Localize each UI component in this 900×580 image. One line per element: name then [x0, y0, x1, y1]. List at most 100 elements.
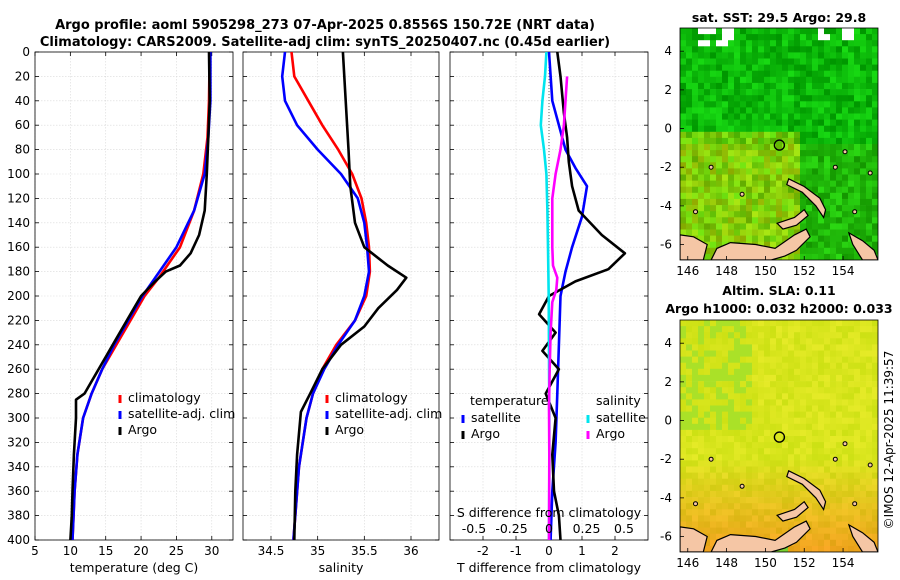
heatmap-cell	[686, 393, 693, 400]
heatmap-cell	[722, 235, 729, 243]
heatmap-cell	[788, 381, 795, 388]
heatmap-cell	[872, 436, 878, 443]
heatmap-cell	[848, 150, 855, 157]
heatmap-cell	[716, 46, 723, 53]
heatmap-cell	[872, 503, 878, 510]
heatmap-cell	[770, 527, 777, 535]
heatmap-cell	[854, 192, 861, 200]
heatmap-cell	[824, 423, 831, 431]
heatmap-cell	[776, 454, 783, 461]
heatmap-cell	[740, 101, 747, 108]
heatmap-cell	[716, 211, 723, 218]
heatmap-cell	[788, 125, 795, 133]
heatmap-cell	[842, 466, 849, 473]
heatmap-cell	[752, 478, 759, 486]
heatmap-cell	[734, 497, 741, 504]
heatmap-cell	[812, 387, 819, 394]
heatmap-cell	[734, 527, 741, 535]
heatmap-cell	[818, 533, 825, 541]
heatmap-cell	[746, 150, 753, 157]
heatmap-cell	[818, 119, 825, 127]
heatmap-cell	[776, 332, 783, 339]
heatmap-cell	[680, 466, 687, 473]
heatmap-cell	[686, 192, 693, 200]
heatmap-cell	[806, 180, 813, 188]
heatmap-cell	[698, 460, 705, 467]
heatmap-cell	[836, 205, 843, 212]
heatmap-cell	[776, 417, 783, 425]
heatmap-cell	[710, 64, 717, 72]
heatmap-cell	[854, 454, 861, 461]
heatmap-cell	[734, 174, 741, 181]
heatmap-cell	[824, 150, 831, 157]
heatmap-cell	[800, 156, 807, 163]
salinity-panel: 34.5 35 35.5 36salinityclimatologysatellite…	[242, 51, 442, 575]
heatmap-cell	[728, 399, 735, 406]
heatmap-cell	[752, 229, 759, 236]
heatmap-cell	[704, 211, 711, 218]
x-tick-label: 146	[676, 556, 699, 570]
heatmap-cell	[746, 381, 753, 388]
heatmap-cell	[746, 515, 753, 522]
heatmap-cell	[788, 198, 795, 206]
heatmap-cell	[866, 350, 873, 357]
heatmap-cell	[818, 192, 825, 200]
heatmap-cell	[740, 89, 747, 96]
heatmap-cell	[818, 362, 825, 370]
x-tick-label: 5	[31, 544, 39, 558]
heatmap-cell	[818, 76, 825, 84]
heatmap-cell	[860, 478, 867, 486]
heatmap-cell	[842, 40, 849, 47]
heatmap-cell	[728, 186, 735, 194]
heatmap-cell	[788, 545, 795, 552]
heatmap-cell	[686, 28, 693, 35]
heatmap-cell	[776, 509, 783, 516]
heatmap-cell	[770, 162, 777, 169]
heatmap-cell	[728, 460, 735, 467]
heatmap-cell	[782, 423, 789, 431]
heatmap-cell	[710, 174, 717, 181]
heatmap-cell	[794, 101, 801, 108]
heatmap-cell	[872, 490, 878, 498]
heatmap-cell	[812, 144, 819, 151]
heatmap-cell	[812, 356, 819, 364]
heatmap-cell	[842, 89, 849, 96]
heatmap-cell	[728, 423, 735, 431]
heatmap-cell	[758, 405, 765, 412]
heatmap-cell	[854, 423, 861, 431]
heatmap-cell	[764, 374, 771, 382]
heatmap-cell	[734, 381, 741, 388]
heatmap-cell	[698, 466, 705, 473]
heatmap-cell	[842, 174, 849, 181]
heatmap-cell	[704, 168, 711, 175]
heatmap-cell	[830, 217, 837, 224]
heatmap-cell	[716, 527, 723, 535]
heatmap-cell	[680, 107, 687, 114]
heatmap-cell	[692, 429, 699, 437]
heatmap-cell	[734, 137, 741, 145]
heatmap-cell	[818, 174, 825, 181]
heatmap-cell	[716, 131, 723, 139]
heatmap-cell	[680, 436, 687, 443]
x-tick-label: 146	[676, 264, 699, 278]
heatmap-cell	[728, 362, 735, 370]
heatmap-cell	[818, 387, 825, 394]
heatmap-cell	[860, 137, 867, 145]
legend-header-temperature: temperature	[470, 393, 549, 408]
heatmap-cell	[710, 156, 717, 163]
heatmap-cell	[758, 460, 765, 467]
heatmap-cell	[854, 150, 861, 157]
heatmap-cell	[872, 533, 878, 541]
heatmap-cell	[740, 515, 747, 522]
heatmap-cell	[752, 174, 759, 181]
heatmap-cell	[770, 235, 777, 243]
heatmap-cell	[860, 332, 867, 339]
heatmap-cell	[824, 247, 831, 255]
heatmap-cell	[830, 374, 837, 382]
heatmap-cell	[806, 52, 813, 59]
heatmap-cell	[746, 156, 753, 163]
heatmap-cell	[782, 356, 789, 364]
heatmap-cell	[764, 192, 771, 200]
heatmap-cell	[848, 253, 855, 260]
heatmap-cell	[710, 405, 717, 412]
